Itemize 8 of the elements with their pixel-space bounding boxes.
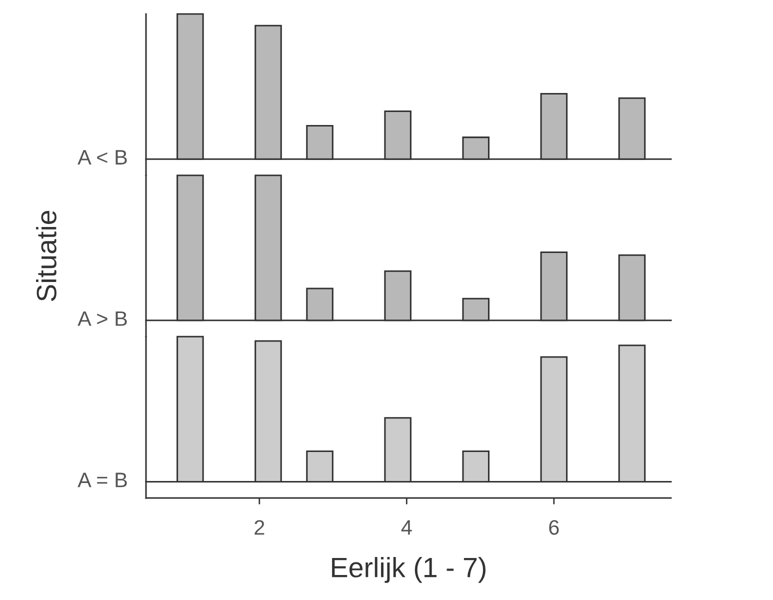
y-axis-title: A > B xyxy=(78,311,127,326)
x-tick-label: 4 xyxy=(401,520,412,535)
y-axis-title: A = B xyxy=(78,472,127,488)
x-tick-label: 6 xyxy=(549,520,559,535)
x-tick-label: 2 xyxy=(254,520,264,535)
y-axis-title: A < B xyxy=(78,150,127,164)
text: Situatie xyxy=(36,210,56,302)
x-axis-title: Eerlijk (1 - 7) xyxy=(332,557,486,583)
